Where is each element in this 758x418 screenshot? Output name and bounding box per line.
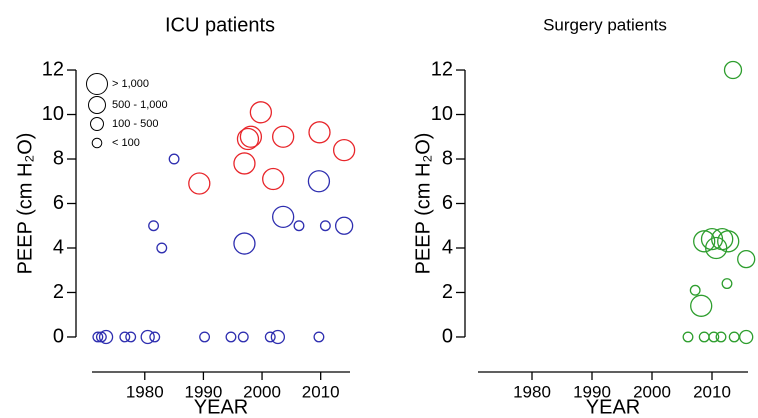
bubble [308,121,331,144]
y-tick-label: 6 [442,192,453,214]
bubble [168,153,180,165]
y-tick-label: 0 [53,325,64,347]
y-tick-label: 10 [42,103,64,125]
y-tick-label: 8 [442,147,453,169]
bubble [721,278,733,290]
y-tick-label: 6 [53,192,64,214]
bubble [728,331,740,343]
bubble [319,220,331,232]
x-tick-label: 1990 [573,382,611,401]
bubble [119,331,131,343]
bubble [332,138,356,162]
x-tick-label: 1980 [513,382,551,401]
x-tick-label: 1990 [184,382,222,401]
bubble [149,331,161,343]
bubble [334,216,354,235]
bubble [225,331,237,343]
bubble [95,331,107,343]
legend-label: < 100 [112,137,140,149]
bubble [125,331,137,343]
x-tick-label: 2010 [302,382,340,401]
bubble [682,331,694,343]
bubble [233,152,256,175]
bubble [98,329,114,345]
x-tick-label: 2000 [633,382,671,401]
x-axis-label: YEAR [194,396,248,418]
legend-label: 100 - 500 [112,118,158,130]
bubble [313,331,325,343]
bubble [723,60,743,80]
x-tick-label: 1980 [126,382,164,401]
bubble [264,331,276,343]
y-tick-label: 12 [42,58,64,80]
legend-label: 500 - 1,000 [112,99,168,111]
bubble [272,125,295,148]
bubble [693,230,716,253]
y-tick-label: 0 [442,325,453,347]
y-axis-label: PEEP (cm H₂O) [14,133,36,275]
y-tick-label: 4 [53,236,64,258]
y-tick-label: 4 [442,236,453,258]
y-tick-label: 2 [53,281,64,303]
panel: Surgery patients 0 2 4 6 8 10 12 1980 1990 2000 201… [412,15,756,418]
bubble [739,329,754,345]
bubble [237,331,249,343]
bubble [689,284,701,296]
legend-marker [90,117,104,131]
legend-marker [86,73,108,95]
bubble [262,167,285,191]
y-axis-label: PEEP (cm H₂O) [412,133,434,275]
y-tick-label: 8 [53,147,64,169]
bubble [156,242,168,254]
x-axis-label: YEAR [586,396,640,418]
bubble [249,101,273,124]
panel: ICU patients 0 2 4 6 8 10 12 1980 1990 2000 2010 YEA… [14,14,356,418]
x-tick-label: 2000 [243,382,281,401]
chart-title: ICU patients [165,14,275,36]
bubble [715,331,727,343]
legend-marker [88,96,106,114]
bubble [737,249,756,269]
bubble [717,230,740,253]
bubble [148,220,160,232]
y-tick-label: 12 [431,58,453,80]
bubble [236,127,260,151]
y-tick-label: 2 [442,281,453,303]
bubble [188,172,211,195]
x-tick-label: 2010 [693,382,731,401]
bubble [239,125,263,148]
bubble [92,331,104,343]
legend-label: > 1,000 [112,78,149,90]
bubble [708,331,720,343]
bubble [698,331,710,343]
bubble [293,220,305,232]
bubble [140,329,155,345]
bubble [233,232,256,255]
y-tick-label: 10 [431,103,453,125]
legend-marker [91,137,103,149]
chart-title: Surgery patients [543,15,667,34]
bubble [272,205,295,228]
bubble [307,170,331,193]
bubble [270,329,286,345]
bubble [199,331,211,343]
bubble [690,294,713,317]
